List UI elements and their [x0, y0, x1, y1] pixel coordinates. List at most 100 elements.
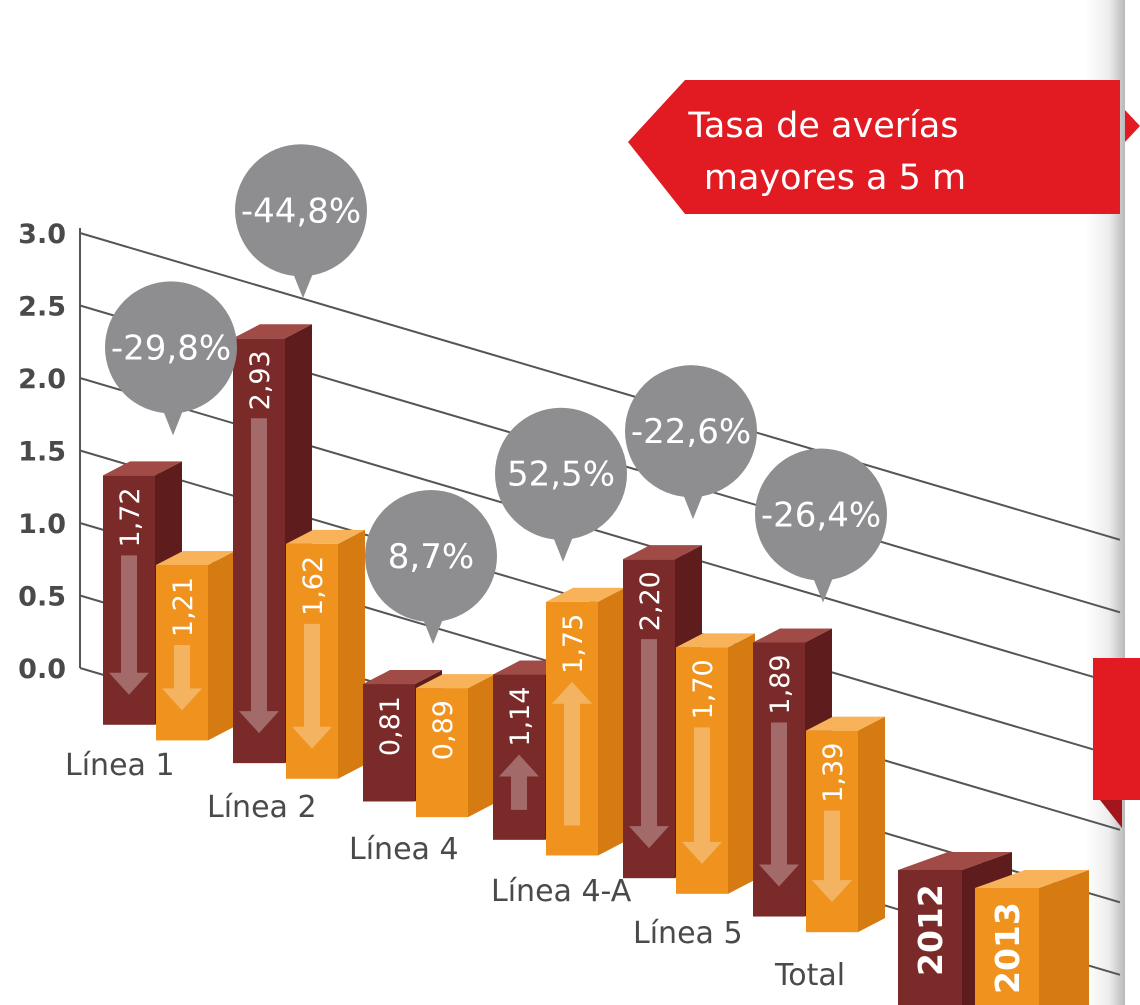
change-percent-label: 52,5% [507, 455, 615, 495]
category-label: Línea 5 [633, 916, 743, 951]
arrow-down-icon [812, 810, 852, 903]
change-percent-label: 8,7% [388, 537, 474, 577]
category-label: Total [774, 958, 845, 993]
change-bubble: -29,8% [105, 281, 237, 436]
change-percent-label: -29,8% [111, 328, 231, 368]
change-bubble-circle [755, 448, 887, 581]
bar-2013-top [676, 633, 755, 648]
bar-value-label: 0,81 [375, 696, 406, 756]
bar-value-label: 1,14 [505, 687, 536, 747]
bar-2012-front [233, 338, 285, 764]
bar-2012-top [233, 324, 312, 339]
bar-value-label: 2,93 [245, 350, 276, 410]
y-tick-label: 1.5 [18, 437, 66, 468]
y-tick-label: 0.0 [18, 654, 66, 685]
y-tick-label: 1.0 [18, 509, 66, 540]
change-bubble-tail [421, 614, 445, 645]
bar-2013: 1,21 [156, 550, 235, 741]
grid-line [79, 232, 1121, 541]
legend-label: 2012 [911, 884, 950, 976]
side-panel-shape [1093, 658, 1140, 800]
change-bubble-circle [625, 365, 757, 498]
bar-2013-top [546, 587, 625, 602]
bar-2012-front [103, 475, 155, 725]
bar-2013-front [676, 647, 728, 894]
change-percent-label: -26,4% [761, 495, 881, 535]
arrow-down-icon [162, 644, 202, 711]
bar-2013-top [156, 550, 235, 565]
category-label: Línea 1 [65, 748, 175, 783]
bar-2013-side [338, 529, 365, 779]
category-label: Línea 2 [207, 790, 317, 825]
change-bubble-tail [551, 531, 575, 562]
change-percent-label: -44,8% [241, 191, 361, 231]
title-banner-tip [1125, 110, 1140, 142]
bar-value-label: 1,75 [558, 614, 589, 674]
bar-value-label: 0,89 [428, 700, 459, 760]
y-tick-label: 2.5 [18, 292, 66, 323]
legend-swatch [898, 870, 962, 1005]
bar-2013-side [208, 550, 235, 741]
bar-2013-top [416, 674, 495, 689]
bar-2013: 1,75 [546, 587, 625, 856]
bar-2013-side [468, 674, 495, 818]
bar-2012-top [753, 628, 832, 643]
change-bubble: 8,7% [365, 490, 497, 645]
legend-swatch [975, 888, 1039, 1005]
bar-2013-front [286, 543, 338, 779]
bar-value-label: 1,62 [298, 556, 329, 616]
bar-2012-front [753, 642, 805, 917]
arrow-down-icon [292, 623, 332, 749]
bar-2013-side [858, 716, 885, 933]
bar-2013-top [806, 716, 885, 731]
bar-2013-side [598, 587, 625, 856]
change-bubble-circle [365, 490, 497, 623]
change-bubble-circle [105, 281, 237, 414]
bar-2013: 1,70 [676, 633, 755, 894]
change-bubble-circle [495, 407, 627, 540]
legend-label: 2013 [988, 902, 1027, 994]
bars: 1,72 1,21 2,93 1,62 0,81 0,89 1,14 1,75 2,20 1,70… [103, 324, 885, 933]
bar-value-label: 1,21 [168, 577, 199, 637]
change-bubble-tail [161, 405, 185, 436]
bar-value-label: 1,72 [115, 487, 146, 547]
title-banner-shape [628, 80, 1120, 214]
bar-2012-top [103, 461, 182, 476]
arrow-down-icon [682, 727, 722, 864]
category-label: Línea 4 [349, 832, 459, 867]
change-bubble-tail [811, 572, 835, 603]
legend-swatch-top [898, 852, 1012, 870]
bar-2012-top [623, 545, 702, 560]
y-tick-label: 3.0 [18, 219, 66, 250]
bar-value-label: 1,89 [765, 654, 796, 714]
bar-2013: 1,62 [286, 529, 365, 779]
arrow-up-icon [552, 681, 592, 826]
bar-2012-front [493, 674, 545, 840]
y-tick-label: 0.5 [18, 582, 66, 613]
bar-2013: 0,89 [416, 674, 495, 818]
arrow-down-icon [109, 555, 149, 695]
bar-2013-top [286, 529, 365, 544]
y-tick-label: 2.0 [18, 364, 66, 395]
change-bubble: 52,5% [495, 407, 627, 562]
change-percent-label: -22,6% [631, 412, 751, 452]
bar-2012-top [363, 670, 442, 685]
bar-2013-front [156, 564, 208, 741]
change-bubble-tail [291, 268, 315, 299]
bar-2013-front [416, 688, 468, 818]
side-panel-fold [1100, 800, 1122, 828]
chart-title: Tasa de averías mayores a 5 m [687, 106, 969, 198]
change-bubble: -44,8% [235, 144, 367, 299]
bar-2012-front [623, 559, 675, 879]
change-bubble-tail [681, 489, 705, 520]
bar-2013: 1,39 [806, 716, 885, 933]
bar-2013-front [546, 601, 598, 856]
arrow-down-icon [239, 418, 279, 734]
category-label: Línea 4-A [491, 874, 632, 909]
arrow-up-icon [499, 754, 539, 810]
legend-swatch-side [1039, 870, 1089, 1005]
legend-swatch-top [975, 870, 1089, 888]
change-bubble: -26,4% [755, 448, 887, 603]
